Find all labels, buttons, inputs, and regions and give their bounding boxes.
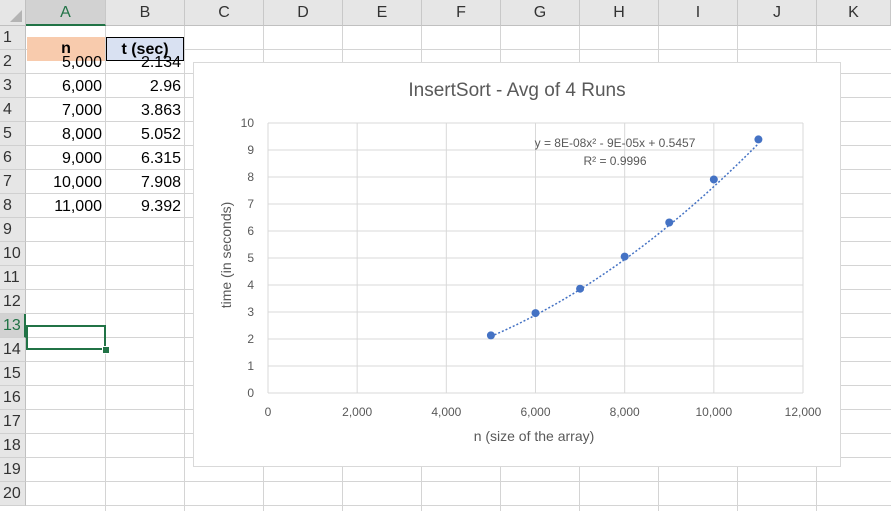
x-tick-label: 10,000 [695,405,732,419]
data-point[interactable] [665,218,674,227]
select-all-corner[interactable] [0,0,26,26]
row-header-8[interactable]: 8 [0,194,26,218]
row-gridline [26,481,891,482]
cell-n[interactable]: 9,000 [61,150,102,167]
data-point[interactable] [754,135,763,144]
row-header-1[interactable]: 1 [0,26,26,50]
column-header-c[interactable]: C [185,0,264,26]
cell-t[interactable]: 3.863 [140,102,181,119]
y-tick-label: 10 [241,116,255,130]
column-header-d[interactable]: D [264,0,343,26]
cell-t[interactable]: 2.134 [140,54,181,71]
y-tick-label: 8 [247,170,254,184]
row-header-14[interactable]: 14 [0,338,26,362]
row-header-5[interactable]: 5 [0,122,26,146]
cell-n[interactable]: 10,000 [53,174,102,191]
x-tick-label: 0 [265,405,272,419]
header-cell-t[interactable]: t (sec) [106,37,184,61]
row-header-6[interactable]: 6 [0,146,26,170]
x-axis-ticks: 0 2,000 4,000 6,000 8,000 10,000 12,000 [265,405,822,419]
row-header-12[interactable]: 12 [0,290,26,314]
header-cell-n[interactable]: n [27,37,105,61]
cell-n[interactable]: 5,000 [61,54,102,71]
y-tick-label: 9 [247,143,254,157]
y-tick-label: 1 [247,359,254,373]
column-gridline [184,26,185,511]
x-tick-label: 6,000 [520,405,550,419]
scatter-chart[interactable]: InsertSort - Avg of 4 Runs 0 1 2 3 4 5 6 7 8 9 10 … [193,62,841,467]
x-tick-label: 2,000 [342,405,372,419]
cell-t[interactable]: 6.315 [140,150,181,167]
x-tick-label: 12,000 [785,405,822,419]
column-header-f[interactable]: F [422,0,501,26]
cell-t[interactable]: 7.908 [140,174,181,191]
cell-t[interactable]: 5.052 [140,126,181,143]
row-header-19[interactable]: 19 [0,458,26,482]
cell-n[interactable]: 8,000 [61,126,102,143]
data-point[interactable] [486,331,495,340]
active-cell-A13[interactable] [26,325,106,350]
row-header-9[interactable]: 9 [0,218,26,242]
y-tick-label: 5 [247,251,254,265]
data-point[interactable] [620,252,629,261]
row-header-13[interactable]: 13 [0,314,26,338]
cell-t[interactable]: 2.96 [149,78,181,95]
row-header-18[interactable]: 18 [0,434,26,458]
column-header-g[interactable]: G [501,0,580,26]
column-header-h[interactable]: H [580,0,659,26]
cell-n[interactable]: 6,000 [61,78,102,95]
x-axis-label: n (size of the array) [474,428,595,444]
row-header-2[interactable]: 2 [0,50,26,74]
column-header-e[interactable]: E [343,0,422,26]
row-header-20[interactable]: 20 [0,482,26,506]
column-header-i[interactable]: I [659,0,738,26]
y-tick-label: 2 [247,332,254,346]
y-axis-ticks: 0 1 2 3 4 5 6 7 8 9 10 [241,116,255,400]
cell-t[interactable]: 9.392 [140,198,181,215]
row-header-16[interactable]: 16 [0,386,26,410]
data-point[interactable] [576,284,585,293]
chart-canvas: InsertSort - Avg of 4 Runs 012345678910 … [218,80,822,444]
y-tick-label: 4 [247,278,254,292]
row-header-11[interactable]: 11 [0,266,26,290]
chart-gridlines [267,122,804,394]
row-header-3[interactable]: 3 [0,74,26,98]
trendline-equation: y = 8E-08x² - 9E-05x + 0.5457 [535,136,696,150]
y-tick-label: 3 [247,305,254,319]
row-header-10[interactable]: 10 [0,242,26,266]
cell-n[interactable]: 11,000 [54,198,102,215]
row-gridline [26,505,891,506]
y-tick-label: 7 [247,197,254,211]
x-tick-label: 8,000 [610,405,640,419]
fill-handle[interactable] [102,346,110,354]
y-tick-label: 6 [247,224,254,238]
row-header-7[interactable]: 7 [0,170,26,194]
trendline-r-squared: R² = 0.9996 [583,154,646,168]
column-header-a[interactable]: A [26,0,106,26]
x-tick-label: 4,000 [431,405,461,419]
row-header-17[interactable]: 17 [0,410,26,434]
y-tick-label: 0 [247,386,254,400]
y-axis-label: time (in seconds) [218,202,234,309]
column-header-k[interactable]: K [817,0,891,26]
cell-n[interactable]: 7,000 [61,102,102,119]
column-header-j[interactable]: J [738,0,817,26]
row-header-4[interactable]: 4 [0,98,26,122]
chart-title: InsertSort - Avg of 4 Runs [408,80,625,101]
data-points [486,135,763,340]
data-point[interactable] [709,175,718,184]
row-gridline [26,49,891,50]
row-header-15[interactable]: 15 [0,362,26,386]
select-all-triangle-icon [10,10,22,22]
data-point[interactable] [531,309,540,318]
column-header-b[interactable]: B [106,0,185,26]
column-gridline [105,26,106,511]
